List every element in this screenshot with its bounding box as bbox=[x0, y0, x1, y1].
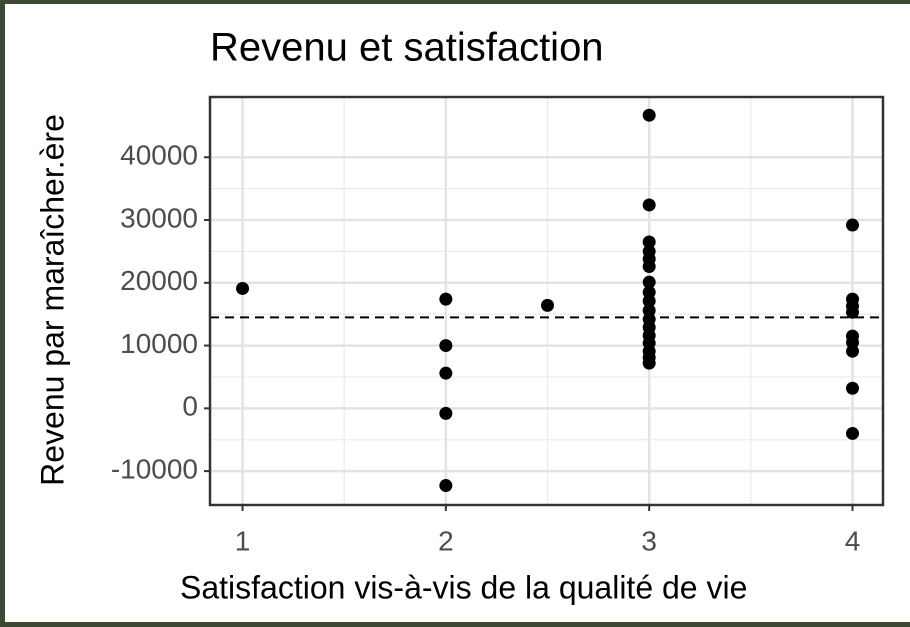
point bbox=[846, 426, 860, 440]
chart-title: Revenu et satisfaction bbox=[210, 26, 604, 70]
point bbox=[439, 339, 453, 353]
point bbox=[642, 198, 656, 212]
point bbox=[642, 108, 656, 122]
point bbox=[846, 218, 860, 232]
point bbox=[846, 381, 860, 395]
x-tick-label: 2 bbox=[438, 525, 454, 556]
point bbox=[439, 366, 453, 380]
y-axis-label: Revenu par maraîcher.ère bbox=[34, 114, 70, 486]
point bbox=[642, 259, 656, 273]
chart-background bbox=[5, 4, 910, 622]
point bbox=[642, 275, 656, 289]
x-tick-label: 3 bbox=[641, 525, 657, 556]
point bbox=[541, 298, 555, 312]
point bbox=[642, 294, 656, 308]
point bbox=[439, 406, 453, 420]
x-tick-label: 4 bbox=[845, 525, 861, 556]
y-tick-label: 10000 bbox=[120, 328, 198, 359]
y-tick-label: 0 bbox=[182, 391, 198, 422]
point bbox=[642, 356, 656, 370]
point bbox=[439, 479, 453, 493]
y-tick-label: -10000 bbox=[111, 453, 198, 484]
point bbox=[846, 305, 860, 319]
point bbox=[642, 235, 656, 249]
panel-border bbox=[208, 95, 885, 507]
y-tick-label: 30000 bbox=[120, 202, 198, 233]
point bbox=[846, 344, 860, 358]
point bbox=[439, 292, 453, 306]
point bbox=[236, 281, 250, 295]
x-tick-label: 1 bbox=[235, 525, 251, 556]
y-tick-label: 20000 bbox=[120, 265, 198, 296]
y-tick-label: 40000 bbox=[120, 140, 198, 171]
x-axis-label: Satisfaction vis-à-vis de la qualité de … bbox=[180, 569, 747, 605]
